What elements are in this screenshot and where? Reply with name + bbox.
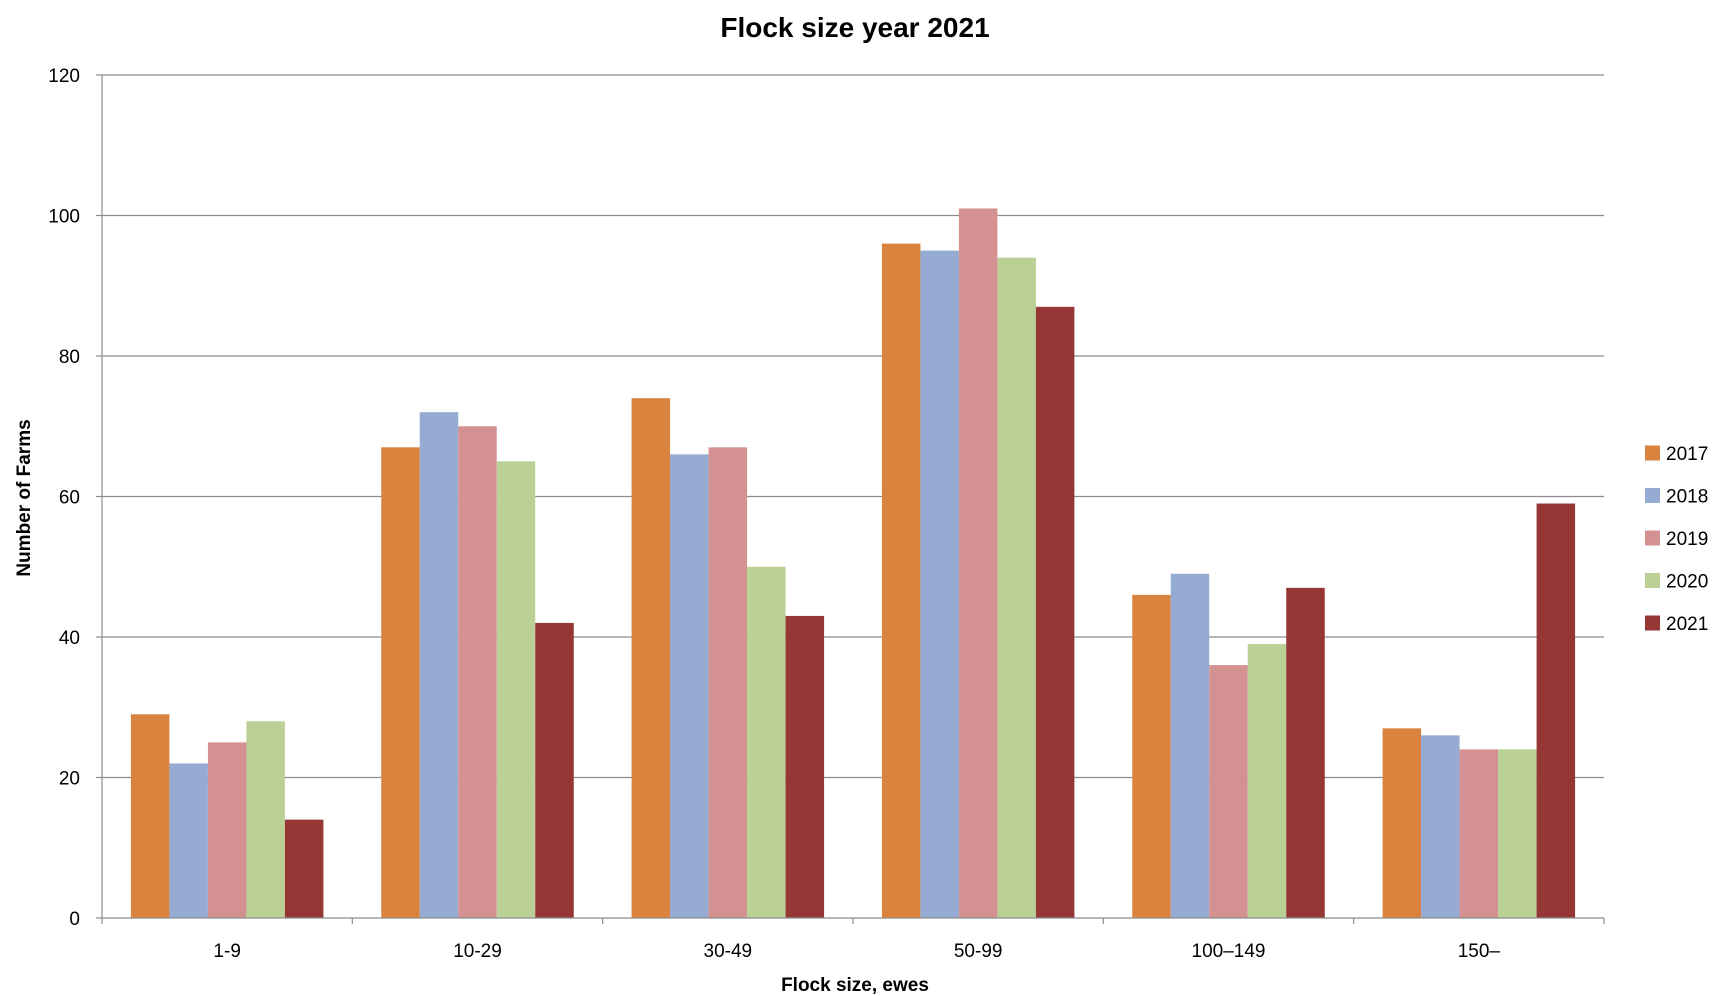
bar-2019-0 <box>207 742 247 918</box>
x-tick-label: 50-99 <box>954 941 1003 962</box>
bar-2019-1 <box>458 426 497 918</box>
bar-2017-0 <box>130 714 170 918</box>
bar-2021-0 <box>284 819 324 918</box>
bar-2020-5 <box>1498 749 1537 918</box>
legend-swatch-2021 <box>1645 615 1660 631</box>
legend: 2017 2018 2019 2020 2021 <box>1645 444 1708 635</box>
x-tick-label: 10-29 <box>453 941 502 962</box>
bar-2017-2 <box>631 398 671 918</box>
bar-2019-5 <box>1459 749 1499 918</box>
y-tick-label: 80 <box>59 347 80 368</box>
legend-swatch-2020 <box>1645 573 1660 588</box>
y-tick-label: 100 <box>48 207 80 228</box>
legend-swatch-2018 <box>1645 488 1660 503</box>
y-tick-label: 40 <box>59 628 80 649</box>
bar-2021-2 <box>785 615 825 918</box>
bar-2021-3 <box>1035 306 1075 918</box>
bar-2020-4 <box>1247 644 1287 918</box>
x-tick-labels: 1-9 10-29 30-49 50-99 100–149 150– <box>213 941 1500 962</box>
bar-2018-2 <box>670 454 709 918</box>
bars <box>130 208 1576 919</box>
bar-2019-2 <box>708 447 748 918</box>
y-tick-labels: 0 20 40 60 80 100 120 <box>48 66 80 930</box>
bar-2020-1 <box>496 461 536 918</box>
bar-2020-0 <box>246 721 285 918</box>
bar-2018-3 <box>920 250 959 918</box>
bar-2020-2 <box>747 566 786 918</box>
x-tick-label: 1-9 <box>213 941 240 962</box>
legend-label: 2018 <box>1666 487 1708 508</box>
legend-label: 2021 <box>1666 614 1708 635</box>
bar-2017-4 <box>1132 594 1171 918</box>
bar-2021-5 <box>1536 503 1576 918</box>
x-axis-title: Flock size, ewes <box>781 975 929 996</box>
bar-2017-5 <box>1382 728 1422 918</box>
x-tick-label: 30-49 <box>704 941 753 962</box>
legend-label: 2017 <box>1666 444 1708 465</box>
legend-swatch-2017 <box>1645 445 1660 461</box>
y-tick-label: 60 <box>59 488 80 509</box>
bar-2018-4 <box>1170 573 1210 918</box>
bar-2021-1 <box>535 622 574 918</box>
legend-label: 2019 <box>1666 529 1708 550</box>
bar-2021-4 <box>1286 587 1325 918</box>
bar-2017-1 <box>381 447 420 918</box>
x-tick-label: 100–149 <box>1192 941 1266 962</box>
gridlines <box>102 74 1604 779</box>
chart-title: Flock size year 2021 <box>720 12 989 43</box>
y-tick-label: 0 <box>69 909 80 930</box>
y-tick-label: 120 <box>48 66 80 87</box>
bar-2018-1 <box>419 412 459 918</box>
legend-label: 2020 <box>1666 572 1708 593</box>
bar-2020-3 <box>997 257 1036 918</box>
y-tick-label: 20 <box>59 769 80 790</box>
y-axis-title: Number of Farms <box>14 419 35 576</box>
bar-2019-4 <box>1209 665 1248 918</box>
legend-swatch-2019 <box>1645 530 1660 546</box>
bar-2018-5 <box>1421 735 1460 918</box>
bar-2017-3 <box>881 243 921 919</box>
x-tick-label: 150– <box>1458 941 1501 962</box>
bar-2018-0 <box>169 763 208 918</box>
bar-2019-3 <box>958 208 998 919</box>
axes <box>96 74 1605 924</box>
